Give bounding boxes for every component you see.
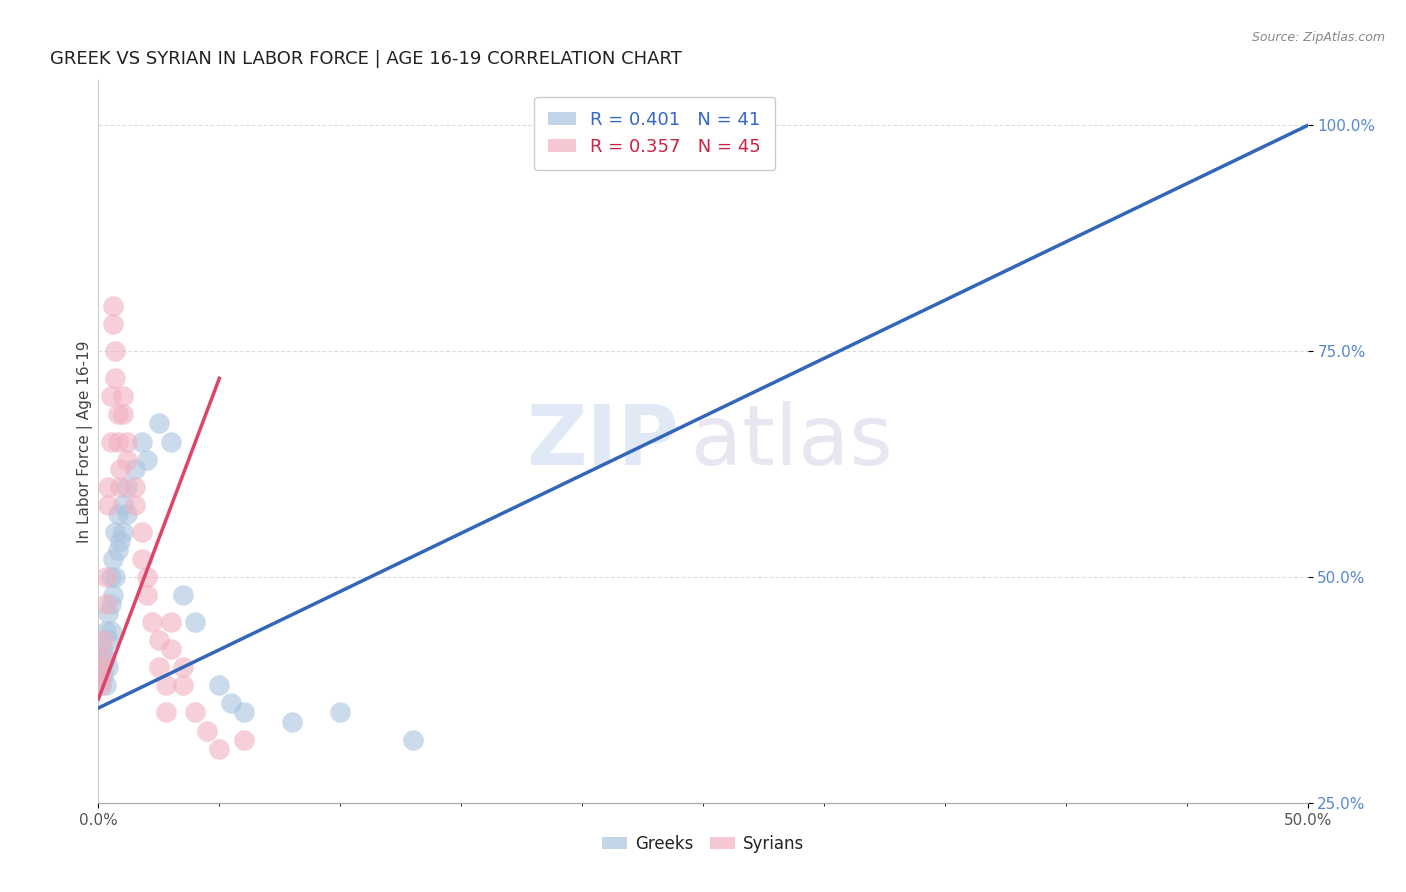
Point bbox=[104, 371, 127, 385]
Point bbox=[91, 633, 114, 648]
Point bbox=[135, 452, 157, 467]
Point bbox=[107, 542, 129, 557]
Point bbox=[94, 597, 117, 611]
Point bbox=[90, 660, 112, 674]
Point bbox=[117, 480, 139, 494]
Point bbox=[91, 660, 114, 674]
Point bbox=[100, 570, 122, 584]
Point bbox=[90, 669, 112, 683]
Point bbox=[101, 588, 124, 602]
Point bbox=[97, 633, 120, 648]
Text: ZIP: ZIP bbox=[526, 401, 679, 482]
Point bbox=[100, 389, 122, 403]
Point bbox=[94, 678, 117, 692]
Point bbox=[104, 570, 127, 584]
Point bbox=[148, 660, 170, 674]
Point bbox=[101, 299, 124, 313]
Point bbox=[111, 408, 134, 422]
Point bbox=[117, 452, 139, 467]
Point bbox=[94, 624, 117, 639]
Point bbox=[108, 533, 131, 548]
Point bbox=[131, 434, 153, 449]
Point bbox=[94, 651, 117, 665]
Point bbox=[91, 651, 114, 665]
Point bbox=[90, 669, 112, 683]
Text: atlas: atlas bbox=[690, 401, 893, 482]
Point bbox=[172, 588, 194, 602]
Point bbox=[148, 417, 170, 431]
Point bbox=[90, 660, 112, 674]
Point bbox=[155, 706, 177, 720]
Point bbox=[90, 678, 112, 692]
Point bbox=[91, 642, 114, 657]
Point bbox=[90, 678, 112, 692]
Point bbox=[111, 389, 134, 403]
Point bbox=[111, 524, 134, 539]
Point bbox=[101, 552, 124, 566]
Point bbox=[117, 434, 139, 449]
Point bbox=[90, 651, 112, 665]
Legend: Greeks, Syrians: Greeks, Syrians bbox=[595, 828, 811, 860]
Point bbox=[124, 480, 146, 494]
Point bbox=[97, 606, 120, 620]
Point bbox=[160, 642, 183, 657]
Point bbox=[148, 633, 170, 648]
Point bbox=[97, 498, 120, 512]
Point bbox=[104, 524, 127, 539]
Point bbox=[1152, 814, 1174, 828]
Point bbox=[107, 408, 129, 422]
Point bbox=[101, 317, 124, 331]
Point bbox=[232, 732, 254, 747]
Point bbox=[124, 461, 146, 475]
Point bbox=[172, 660, 194, 674]
Point bbox=[184, 615, 207, 630]
Y-axis label: In Labor Force | Age 16-19: In Labor Force | Age 16-19 bbox=[76, 340, 93, 543]
Point bbox=[195, 723, 218, 738]
Point bbox=[107, 434, 129, 449]
Point bbox=[117, 507, 139, 521]
Point bbox=[104, 344, 127, 359]
Point bbox=[124, 498, 146, 512]
Point bbox=[100, 624, 122, 639]
Point bbox=[97, 660, 120, 674]
Point bbox=[172, 678, 194, 692]
Point bbox=[111, 498, 134, 512]
Point bbox=[155, 678, 177, 692]
Point bbox=[141, 615, 163, 630]
Point bbox=[100, 597, 122, 611]
Point bbox=[131, 552, 153, 566]
Point bbox=[184, 706, 207, 720]
Point bbox=[208, 741, 231, 756]
Point bbox=[281, 714, 304, 729]
Point bbox=[107, 507, 129, 521]
Point bbox=[135, 570, 157, 584]
Point bbox=[108, 461, 131, 475]
Text: GREEK VS SYRIAN IN LABOR FORCE | AGE 16-19 CORRELATION CHART: GREEK VS SYRIAN IN LABOR FORCE | AGE 16-… bbox=[51, 50, 682, 68]
Point bbox=[160, 434, 183, 449]
Point bbox=[402, 732, 425, 747]
Text: Source: ZipAtlas.com: Source: ZipAtlas.com bbox=[1251, 31, 1385, 45]
Point bbox=[135, 588, 157, 602]
Point bbox=[97, 480, 120, 494]
Point bbox=[100, 434, 122, 449]
Point bbox=[208, 678, 231, 692]
Point bbox=[329, 706, 352, 720]
Point bbox=[131, 524, 153, 539]
Point bbox=[108, 480, 131, 494]
Point bbox=[232, 706, 254, 720]
Point bbox=[91, 669, 114, 683]
Point bbox=[160, 615, 183, 630]
Point bbox=[94, 570, 117, 584]
Point bbox=[221, 697, 243, 711]
